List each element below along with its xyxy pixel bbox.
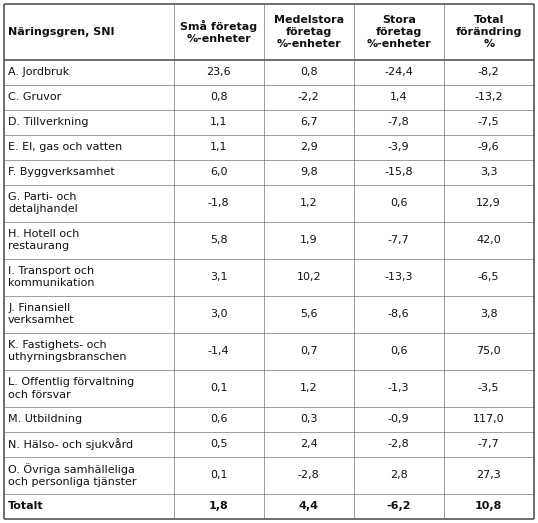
- Text: Små företag
%-enheter: Små företag %-enheter: [180, 20, 257, 44]
- Text: 1,8: 1,8: [209, 502, 229, 511]
- Text: Totalt: Totalt: [8, 502, 44, 511]
- Text: 3,0: 3,0: [210, 309, 228, 319]
- Text: -7,7: -7,7: [388, 235, 409, 245]
- Text: G. Parti- och
detaljhandel: G. Parti- och detaljhandel: [8, 192, 78, 214]
- Text: 5,8: 5,8: [210, 235, 228, 245]
- Text: -2,8: -2,8: [298, 470, 320, 480]
- Text: E. El, gas och vatten: E. El, gas och vatten: [8, 142, 122, 152]
- Text: -2,2: -2,2: [298, 92, 320, 102]
- Text: 2,4: 2,4: [300, 439, 317, 449]
- Text: -2,8: -2,8: [388, 439, 409, 449]
- Text: 0,3: 0,3: [300, 414, 317, 424]
- Text: A. Jordbruk: A. Jordbruk: [8, 67, 69, 77]
- Text: 117,0: 117,0: [473, 414, 505, 424]
- Text: 0,1: 0,1: [210, 470, 228, 480]
- Text: 27,3: 27,3: [476, 470, 501, 480]
- Text: L. Offentlig förvaltning
och försvar: L. Offentlig förvaltning och försvar: [8, 377, 134, 400]
- Text: 1,1: 1,1: [210, 117, 228, 127]
- Text: 42,0: 42,0: [476, 235, 501, 245]
- Text: 1,1: 1,1: [210, 142, 228, 152]
- Text: N. Hälso- och sjukvård: N. Hälso- och sjukvård: [8, 438, 133, 450]
- Text: 2,8: 2,8: [390, 470, 408, 480]
- Text: D. Tillverkning: D. Tillverkning: [8, 117, 89, 127]
- Text: Total
förändring
%: Total förändring %: [456, 15, 522, 49]
- Text: H. Hotell och
restaurang: H. Hotell och restaurang: [8, 229, 80, 252]
- Text: 5,6: 5,6: [300, 309, 317, 319]
- Text: I. Transport och
kommunikation: I. Transport och kommunikation: [8, 266, 95, 289]
- Text: 6,0: 6,0: [210, 167, 228, 177]
- Text: -3,9: -3,9: [388, 142, 409, 152]
- Text: -9,6: -9,6: [478, 142, 499, 152]
- Text: -1,8: -1,8: [208, 198, 230, 208]
- Text: 0,1: 0,1: [210, 383, 228, 393]
- Text: -1,4: -1,4: [208, 346, 230, 356]
- Text: 0,7: 0,7: [300, 346, 317, 356]
- Text: 0,5: 0,5: [210, 439, 228, 449]
- Text: -6,5: -6,5: [478, 272, 499, 282]
- Text: K. Fastighets- och
uthyrningsbranschen: K. Fastighets- och uthyrningsbranschen: [8, 340, 126, 362]
- Text: 23,6: 23,6: [207, 67, 231, 77]
- Text: 0,6: 0,6: [390, 198, 407, 208]
- Text: 1,2: 1,2: [300, 198, 317, 208]
- Text: 3,8: 3,8: [480, 309, 498, 319]
- Text: -7,8: -7,8: [388, 117, 409, 127]
- Text: Stora
företag
%-enheter: Stora företag %-enheter: [366, 15, 431, 49]
- Text: -7,5: -7,5: [478, 117, 499, 127]
- Text: 3,3: 3,3: [480, 167, 498, 177]
- Text: 4,4: 4,4: [299, 502, 318, 511]
- Text: 0,8: 0,8: [300, 67, 317, 77]
- Text: 1,4: 1,4: [390, 92, 407, 102]
- Text: -1,3: -1,3: [388, 383, 409, 393]
- Text: -6,2: -6,2: [386, 502, 411, 511]
- Text: -13,2: -13,2: [475, 92, 503, 102]
- Text: -24,4: -24,4: [384, 67, 413, 77]
- Text: 6,7: 6,7: [300, 117, 317, 127]
- Text: 0,6: 0,6: [390, 346, 407, 356]
- Text: J. Finansiell
verksamhet: J. Finansiell verksamhet: [8, 303, 75, 325]
- Text: 10,2: 10,2: [296, 272, 321, 282]
- Text: -15,8: -15,8: [384, 167, 413, 177]
- Text: 1,2: 1,2: [300, 383, 317, 393]
- Text: M. Utbildning: M. Utbildning: [8, 414, 82, 424]
- Text: 3,1: 3,1: [210, 272, 228, 282]
- Text: 1,9: 1,9: [300, 235, 317, 245]
- Text: 0,6: 0,6: [210, 414, 228, 424]
- Text: F. Byggverksamhet: F. Byggverksamhet: [8, 167, 115, 177]
- Text: 0,8: 0,8: [210, 92, 228, 102]
- Text: O. Övriga samhälleliga
och personliga tjänster: O. Övriga samhälleliga och personliga tj…: [8, 463, 137, 487]
- Text: -8,6: -8,6: [388, 309, 409, 319]
- Text: -3,5: -3,5: [478, 383, 499, 393]
- Text: Näringsgren, SNI: Näringsgren, SNI: [8, 27, 115, 37]
- Text: -13,3: -13,3: [385, 272, 413, 282]
- Text: 75,0: 75,0: [476, 346, 501, 356]
- Text: 9,8: 9,8: [300, 167, 317, 177]
- Text: Medelstora
företag
%-enheter: Medelstora företag %-enheter: [274, 15, 344, 49]
- Text: 12,9: 12,9: [476, 198, 501, 208]
- Text: 10,8: 10,8: [475, 502, 502, 511]
- Text: C. Gruvor: C. Gruvor: [8, 92, 61, 102]
- Text: -0,9: -0,9: [388, 414, 409, 424]
- Text: 2,9: 2,9: [300, 142, 317, 152]
- Text: -7,7: -7,7: [478, 439, 500, 449]
- Text: -8,2: -8,2: [478, 67, 500, 77]
